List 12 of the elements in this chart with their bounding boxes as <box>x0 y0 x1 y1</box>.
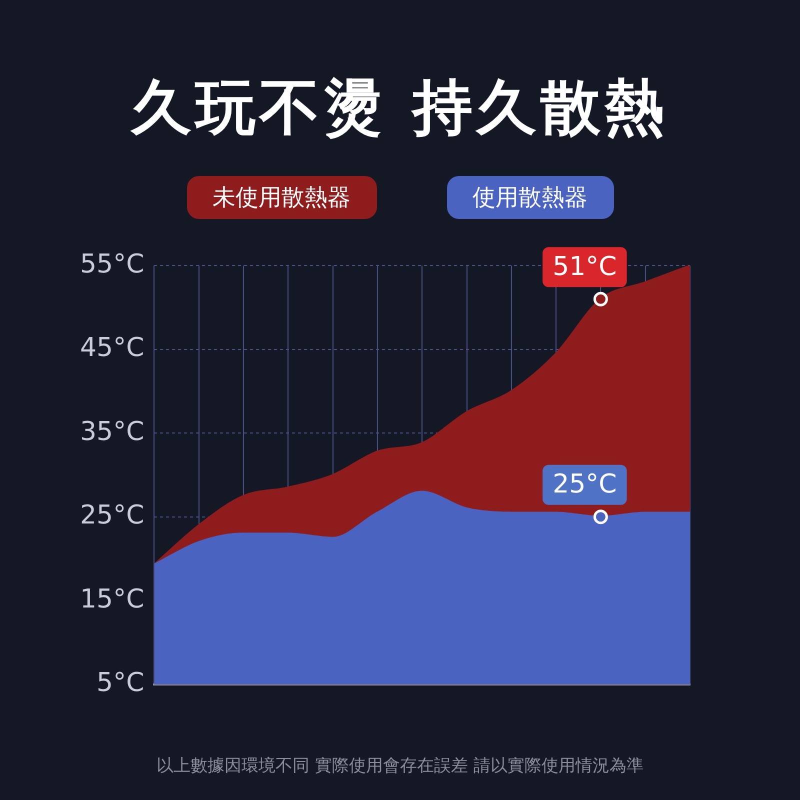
text: 使用散熱器 <box>446 176 614 219</box>
text: 以上數據因環境不同 實際使用會存在誤差 請以實際使用情況為準 <box>156 755 644 777</box>
chart-title: 久玩不燙 持久散熱 <box>129 72 670 145</box>
data-label: 25°C <box>552 470 617 500</box>
data-label: 51°C <box>552 252 617 282</box>
y-tick-label: 25°C <box>80 500 144 531</box>
y-tick-label: 35°C <box>80 416 144 447</box>
y-tick-label: 55°C <box>80 249 144 280</box>
text: 未使用散熱器 <box>186 176 376 219</box>
y-tick-label: 45°C <box>80 333 144 364</box>
y-tick-label: 5°C <box>96 668 144 698</box>
y-tick-label: 15°C <box>80 584 144 614</box>
